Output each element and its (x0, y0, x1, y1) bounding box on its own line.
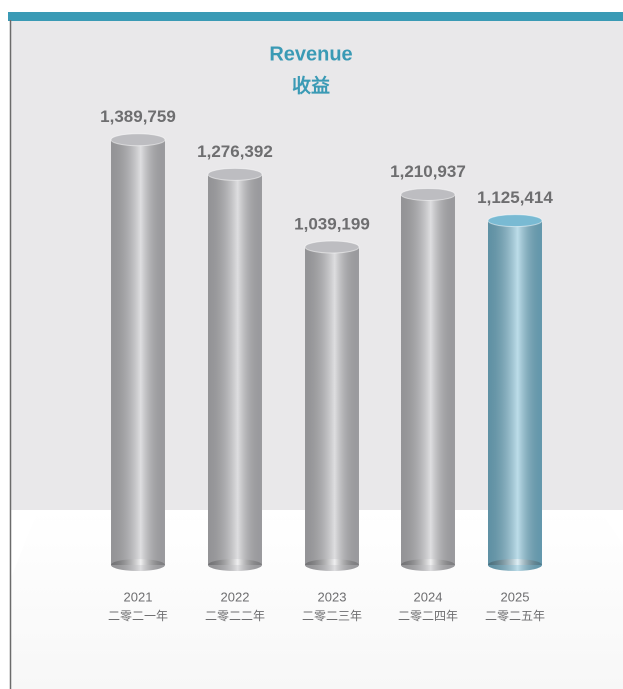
bar-cap (304, 240, 360, 254)
bar-shading (208, 174, 262, 565)
chart-subtitle: 收益 (292, 74, 330, 97)
value-label: 1,125,414 (477, 188, 553, 207)
x-tick-label: 2022 (221, 589, 250, 604)
bar-base-shading (208, 559, 262, 571)
x-tick-label: 2024 (414, 589, 443, 604)
bar-cap (110, 133, 166, 147)
bar-base-shading (305, 559, 359, 571)
bar-cap (487, 214, 543, 228)
value-label: 1,210,937 (390, 162, 466, 181)
bar-shading (305, 247, 359, 565)
x-tick-sublabel: 二零二一年 (108, 609, 168, 623)
x-tick-sublabel: 二零二三年 (302, 609, 362, 623)
x-tick-label: 2021 (124, 589, 153, 604)
x-tick-sublabel: 二零二五年 (485, 609, 545, 623)
bar-base-shading (111, 559, 165, 571)
bar-shading (488, 220, 542, 565)
bar-cap (400, 187, 456, 201)
value-label: 1,039,199 (294, 214, 370, 233)
bar-cap (207, 167, 263, 181)
chart-title: Revenue (269, 43, 352, 65)
bar-shading (111, 139, 165, 565)
value-label: 1,276,392 (197, 142, 273, 161)
x-tick-label: 2023 (318, 589, 347, 604)
bar-base-shading (401, 559, 455, 571)
bar-shading (401, 194, 455, 565)
bar-base-shading (488, 559, 542, 571)
x-tick-label: 2025 (501, 589, 530, 604)
value-label: 1,389,759 (100, 107, 176, 126)
x-tick-sublabel: 二零二二年 (205, 609, 265, 623)
x-tick-sublabel: 二零二四年 (398, 609, 458, 623)
top-band (8, 12, 623, 21)
